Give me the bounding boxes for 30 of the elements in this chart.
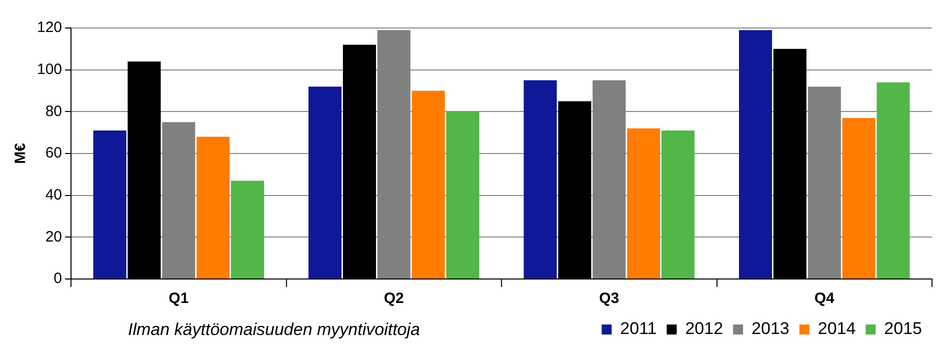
y-tick-label: 40	[45, 186, 62, 204]
bar	[196, 136, 230, 278]
y-tick-label: 120	[36, 19, 62, 36]
bar	[93, 130, 126, 278]
bar	[412, 90, 445, 278]
bar	[738, 30, 772, 278]
bar	[842, 118, 876, 278]
x-tick-label: Q1	[168, 290, 189, 308]
bar	[446, 112, 480, 278]
y-axis-title: M€	[12, 142, 30, 164]
x-tick-label: Q3	[599, 290, 620, 308]
bar	[661, 130, 695, 278]
y-tick-label: 20	[45, 228, 62, 246]
x-tick-label: Q4	[814, 290, 836, 308]
bar	[524, 80, 557, 278]
text: Ilman käyttöomaisuuden myyntivoittoja	[128, 320, 420, 340]
y-tick-label: 80	[45, 102, 62, 120]
bar	[876, 82, 910, 278]
legend-label: 2012	[685, 319, 724, 338]
y-tick-label: 60	[45, 144, 62, 162]
legend-label: 2014	[818, 319, 856, 338]
x-tick-label: Q2	[384, 290, 404, 308]
legend-label: 2011	[620, 319, 657, 338]
legend-label: 2015	[884, 319, 922, 338]
y-tick-label: 100	[36, 60, 62, 78]
bar	[308, 86, 342, 278]
y-tick-label: 0	[54, 270, 62, 288]
bar	[627, 128, 660, 278]
bar	[230, 180, 264, 278]
legend-label: 2013	[752, 319, 790, 338]
